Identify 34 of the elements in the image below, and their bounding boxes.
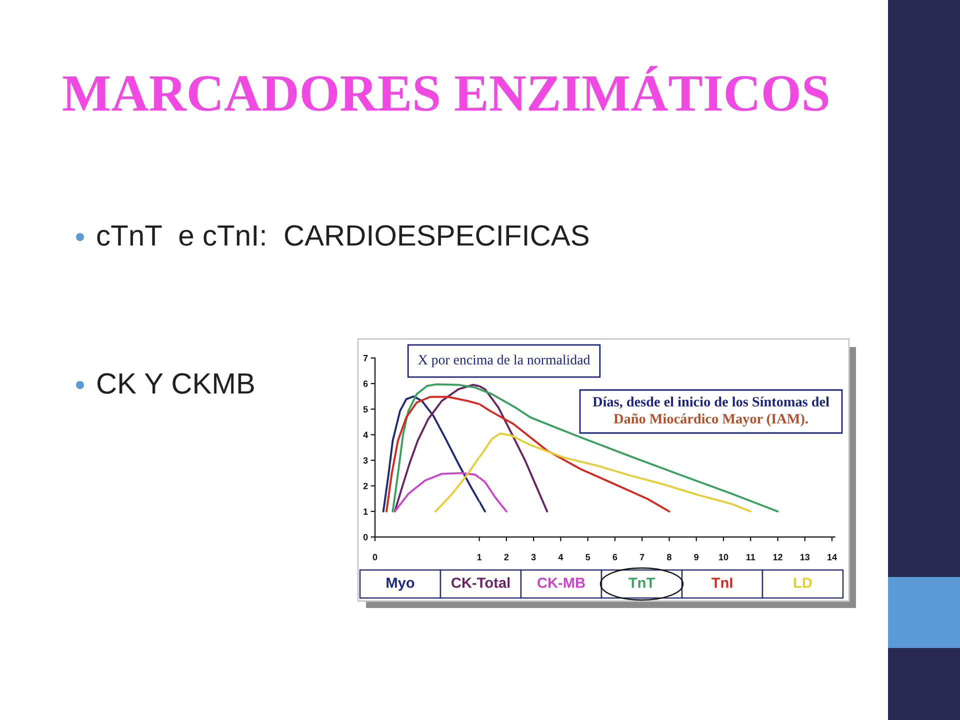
chart-title: MARCADORES ENZIMÁTICOS	[62, 66, 828, 112]
text: CK-Total	[452, 577, 510, 588]
x-tick-label: 7	[640, 554, 644, 560]
x-tick-label: 14	[828, 554, 837, 560]
y-tick-label: 3	[363, 457, 368, 464]
y-tick-label: 5	[363, 406, 368, 413]
text: CK-MB	[538, 578, 585, 588]
x-tick-label: 13	[800, 554, 810, 560]
text: Myo	[386, 578, 414, 591]
text: TnI	[711, 578, 732, 588]
x-tick-label: 1	[477, 554, 482, 560]
text: cTnT e cTnI: CARDIOESPECIFICAS	[97, 225, 588, 246]
y-tick-label: 6	[363, 380, 368, 387]
x-tick-label: 6	[612, 554, 618, 560]
y-axis-title: X por encima de la normalidad	[418, 354, 590, 368]
x-tick-label: 10	[719, 554, 728, 560]
x-tick-label: 0	[372, 554, 378, 560]
x-tick-label: 11	[746, 554, 756, 560]
text: TnT	[628, 578, 655, 588]
y-tick-label: 1	[364, 508, 368, 515]
x-axis-title: Días, desde el inicio de los Síntomas del Daño Miocárdico Mayor (IAM).	[592, 396, 830, 426]
x-tick-label: 8	[666, 554, 672, 560]
x-tick-label: 9	[694, 554, 699, 560]
y-tick-label: 4	[363, 432, 368, 438]
x-tick-label: 12	[773, 554, 782, 560]
x-tick-label: 3	[531, 554, 536, 560]
text: LD	[794, 578, 812, 588]
x-tick-label: 2	[504, 554, 509, 560]
y-tick-label: 7	[363, 355, 368, 362]
y-tick-label: 2	[363, 482, 368, 490]
x-tick-label: 5	[586, 554, 590, 560]
y-tick-label: 0	[363, 534, 368, 540]
x-tick-label: 4	[558, 554, 564, 560]
text: CK Y CKMB	[97, 373, 254, 394]
